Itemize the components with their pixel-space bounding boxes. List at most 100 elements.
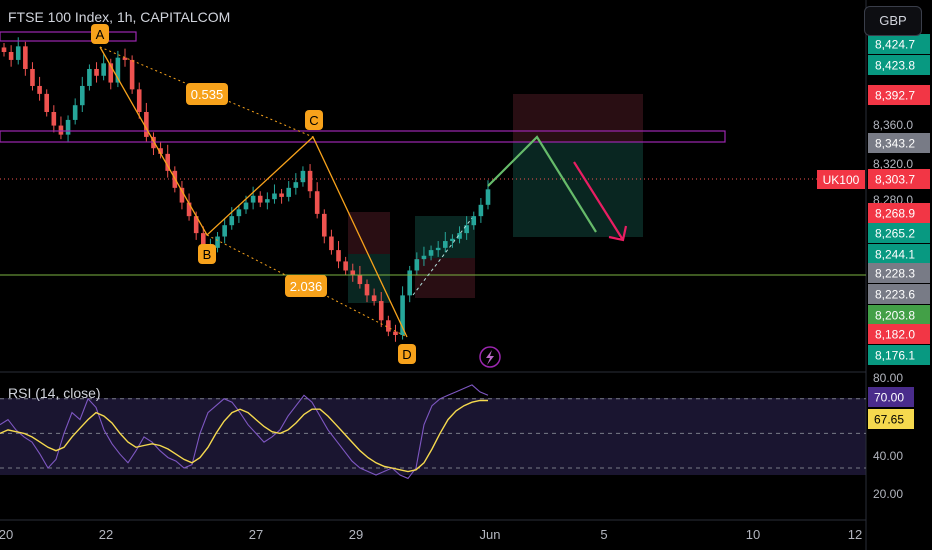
- rsi-ma-line: [0, 399, 488, 473]
- rsi-tick: 20.00: [873, 487, 903, 501]
- candle-body: [37, 85, 42, 94]
- forecast-path: [487, 135, 597, 233]
- stop-box: [513, 142, 643, 237]
- candle-body: [428, 250, 434, 256]
- candle-body: [229, 216, 235, 226]
- time-tick: Jun: [480, 527, 501, 542]
- symbol-tag-bg: [817, 170, 865, 189]
- price-pill: 8,303.7: [875, 173, 915, 187]
- price-pill-bg: [868, 284, 930, 304]
- time-tick: 27: [249, 527, 263, 542]
- price-pill: 8,223.6: [875, 288, 915, 302]
- resistance-box: [0, 130, 726, 143]
- candle-body: [435, 247, 441, 251]
- point-label-d-bg: [398, 344, 416, 364]
- price-pill-bg: [868, 223, 930, 243]
- symbol-tag: UK100: [823, 173, 860, 187]
- price-pill: 8,244.1: [875, 248, 915, 262]
- candle-body: [286, 187, 292, 197]
- time-tick: 5: [600, 527, 607, 542]
- candle-body: [65, 119, 71, 135]
- candle-body: [115, 57, 121, 83]
- candle-body: [250, 195, 256, 203]
- candle-body: [350, 270, 356, 276]
- candle-body: [51, 111, 57, 126]
- price-pill: 8,392.7: [875, 89, 915, 103]
- top-box: [0, 31, 137, 42]
- price-pill-bg: [868, 324, 930, 344]
- candle-body: [414, 259, 420, 271]
- price-pill: 8,343.2: [875, 137, 915, 151]
- trade-boxes: [348, 94, 643, 303]
- price-pill-bg: [868, 263, 930, 283]
- candle-body: [329, 236, 334, 251]
- price-axis[interactable]: 8,360.08,320.08,280.08,240.08,424.78,423…: [817, 34, 930, 501]
- lightning-glyph: [486, 350, 494, 365]
- rsi-value-bg: [868, 387, 914, 407]
- candle-body: [243, 202, 249, 210]
- candle-body: [364, 284, 370, 296]
- price-pill: 8,423.8: [875, 59, 915, 73]
- price-pill-bg: [868, 133, 930, 153]
- price-pill-bg: [868, 34, 930, 54]
- candle-body: [200, 233, 206, 251]
- candle-body: [478, 204, 484, 217]
- rsi-tick: 40.00: [873, 449, 903, 463]
- price-pill-bg: [868, 169, 930, 189]
- point-label-c-bg: [305, 110, 323, 130]
- candle-body: [79, 85, 85, 106]
- price-pill-bg: [868, 345, 930, 365]
- candle-body: [136, 89, 142, 112]
- candle-body: [179, 187, 185, 203]
- candle-body: [450, 238, 455, 242]
- rsi-title: RSI (14, close): [8, 385, 101, 401]
- point-label-c: C: [309, 113, 318, 128]
- point-label-a-bg: [91, 24, 109, 44]
- candle-body: [87, 68, 92, 86]
- price-tick: 8,320.0: [873, 157, 913, 171]
- rsi-value-bg: [868, 409, 914, 429]
- candle-body: [307, 170, 313, 192]
- price-pill: 8,265.2: [875, 227, 915, 241]
- ratio-label: 2.036: [290, 279, 323, 294]
- candle-body: [122, 57, 128, 60]
- candle-body: [129, 59, 135, 90]
- rsi-tick: 80.00: [873, 371, 903, 385]
- candle-body: [44, 93, 50, 112]
- price-candles: [1, 37, 491, 342]
- candle-body: [72, 105, 78, 120]
- candle-body: [407, 270, 413, 296]
- candle-body: [158, 148, 163, 154]
- time-tick: 12: [848, 527, 862, 542]
- candle-body: [193, 216, 199, 234]
- candle-body: [393, 331, 398, 335]
- candle-body: [485, 189, 491, 205]
- candle-body: [386, 320, 391, 332]
- time-axis[interactable]: 20 22 27 29 Jun 5 10 12: [0, 527, 862, 542]
- candle-body: [471, 216, 477, 226]
- candle-body: [464, 225, 469, 234]
- long-path: [412, 217, 473, 296]
- target-box: [513, 94, 643, 142]
- chart-title: FTSE 100 Index, 1h, CAPITALCOM: [8, 9, 231, 25]
- candle-body: [101, 63, 106, 76]
- candle-body: [236, 209, 242, 217]
- candle-body: [165, 153, 171, 171]
- short-reward-box: [348, 254, 390, 303]
- candle-body: [442, 241, 448, 248]
- time-tick: 20: [0, 527, 13, 542]
- rsi-value: 70.00: [874, 391, 904, 405]
- ratio-label-bg: [285, 275, 327, 297]
- candle-body: [215, 236, 220, 248]
- currency-button[interactable]: GBP: [864, 6, 922, 36]
- long-risk-box: [415, 258, 475, 298]
- candle-body: [23, 46, 28, 69]
- price-pill: 8,424.7: [875, 38, 915, 52]
- pattern-overlays: A B C D 0.535 2.036: [0, 0, 867, 550]
- candle-body: [257, 195, 263, 203]
- candle-body: [1, 47, 7, 52]
- point-label-a: A: [96, 27, 105, 42]
- lightning-icon: [479, 346, 501, 368]
- harmonic-zigzag: [99, 46, 408, 338]
